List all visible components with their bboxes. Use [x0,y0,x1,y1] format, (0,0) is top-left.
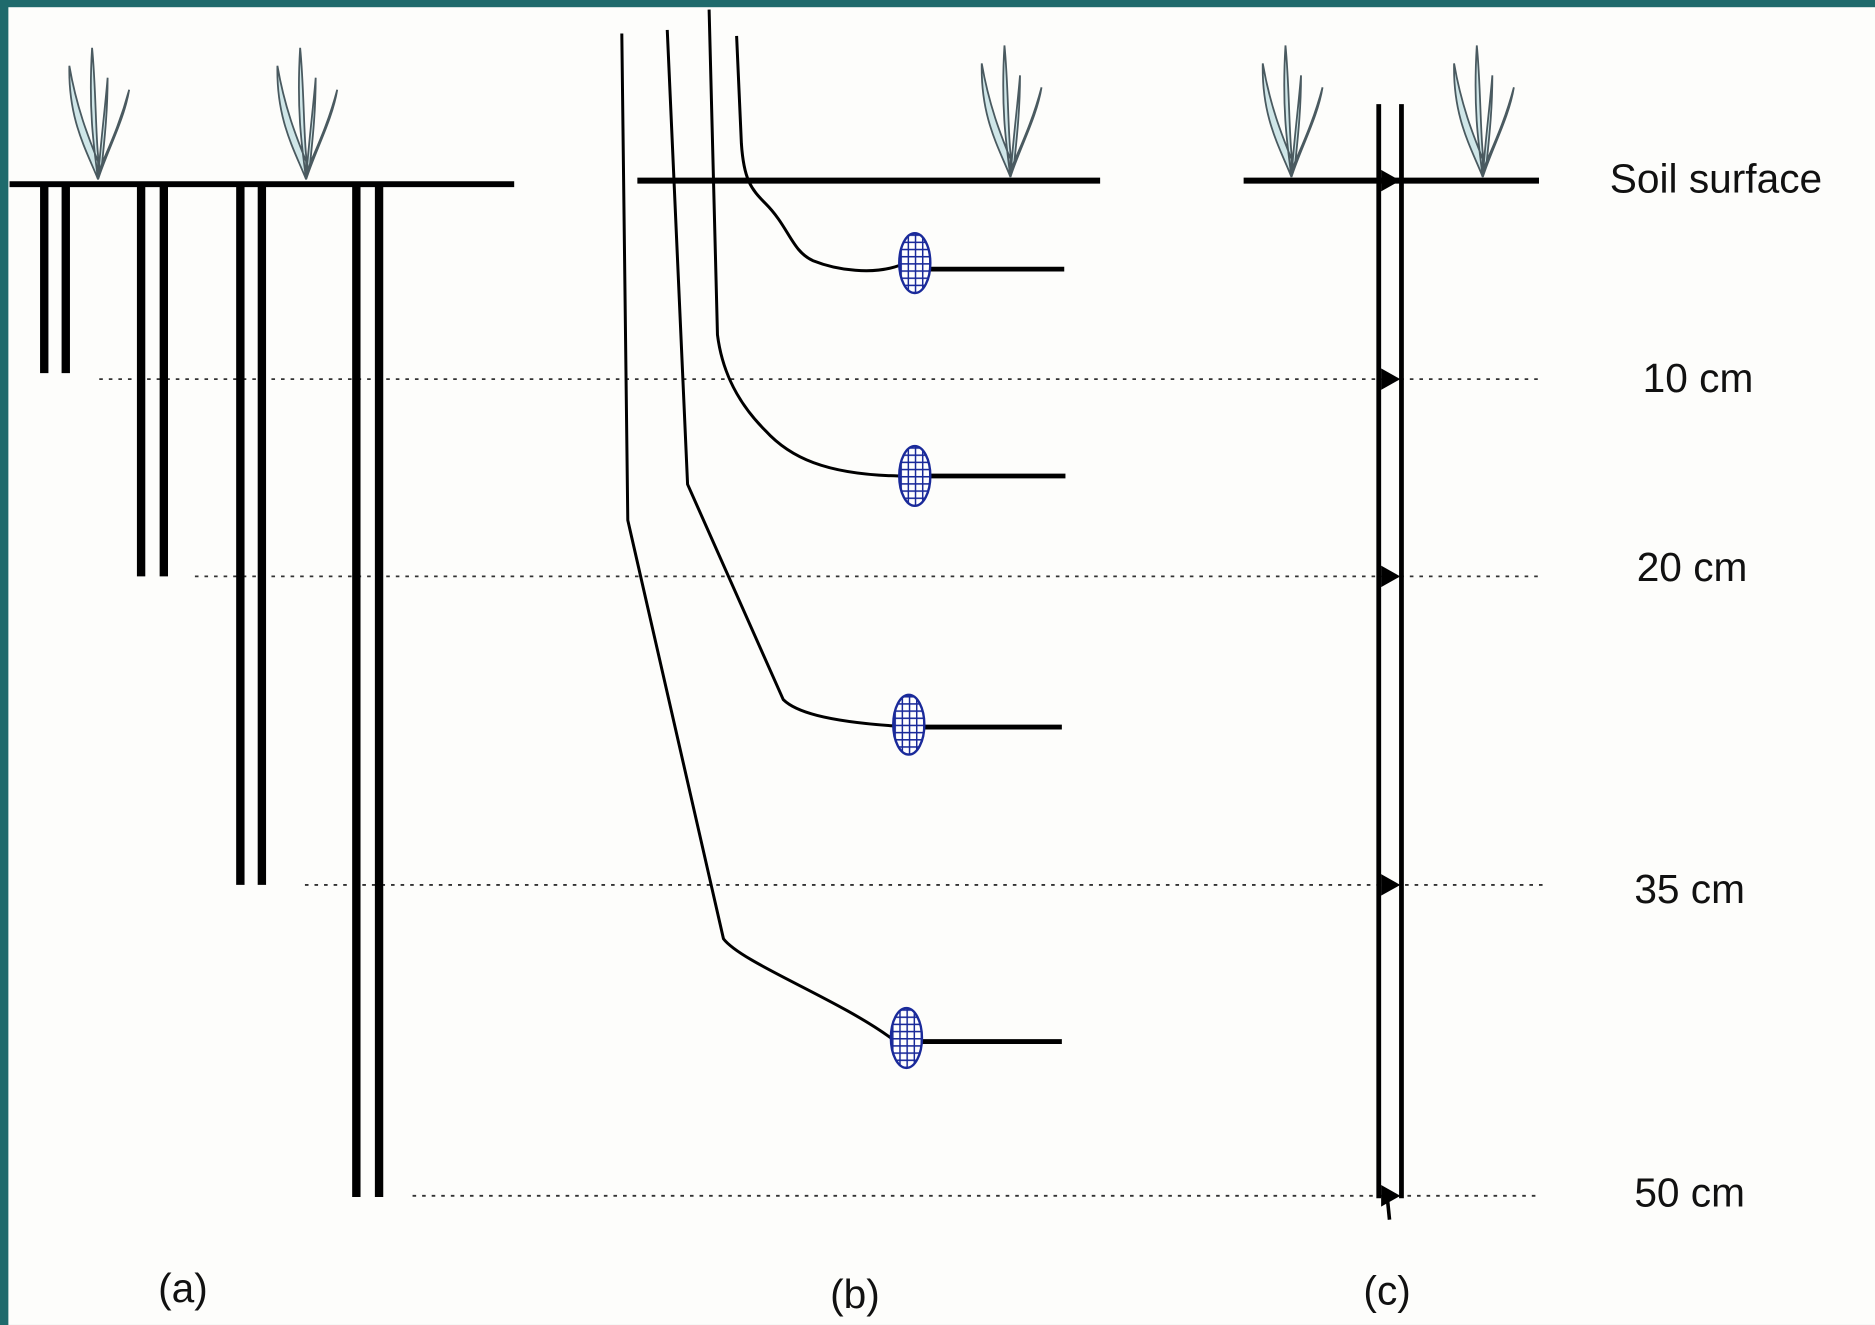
page: {"labels": {"surface": "Soil surface", "… [0,0,1875,1325]
panel-label: (c) [1363,1268,1410,1314]
depth-label: 10 cm [1643,355,1754,401]
depth-label: 35 cm [1634,866,1745,912]
panel-label: (a) [158,1265,208,1311]
diagram: Soil surface 10 cm 20 cm 35 cm 50 cm (a)… [0,0,1875,1325]
background [8,7,1875,1325]
panel-label: (b) [830,1271,880,1317]
depth-label: 20 cm [1637,544,1748,590]
depth-label: 50 cm [1634,1170,1745,1216]
surface-label: Soil surface [1610,156,1822,202]
